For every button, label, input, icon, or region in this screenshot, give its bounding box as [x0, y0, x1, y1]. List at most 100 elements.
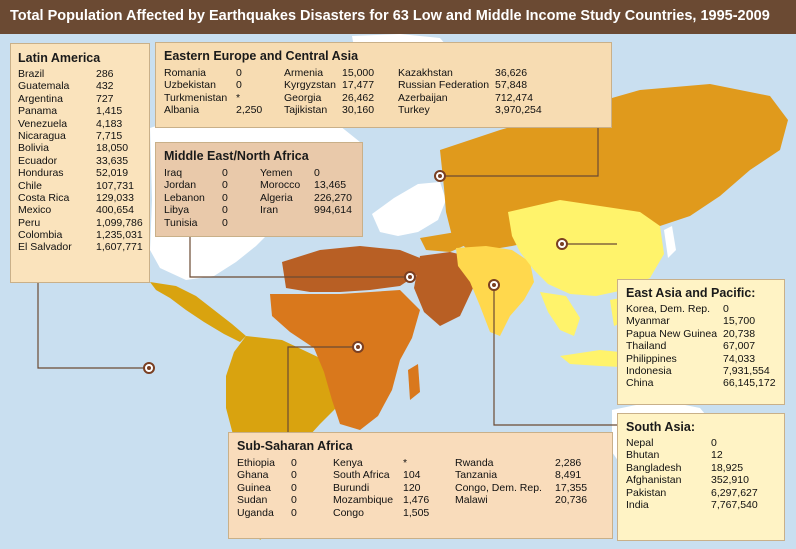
- country-name: Costa Rica: [18, 191, 70, 204]
- country-name: Morocco: [260, 179, 301, 192]
- country-row: Nicaragua 7,715: [18, 130, 149, 142]
- country-name: Sudan: [237, 494, 268, 507]
- country-row: Uganda 0: [237, 507, 297, 519]
- country-name: Jordan: [164, 179, 197, 192]
- country-name: Tunisia: [164, 216, 198, 229]
- affected-value: 36,626: [495, 67, 528, 79]
- country-row: Venezuela 4,183: [18, 118, 149, 130]
- country-row: China 66,145,172: [626, 377, 784, 389]
- country-row: Morocco 13,465: [260, 179, 352, 191]
- north-africa-region: [282, 246, 420, 292]
- affected-value: 4,183: [96, 117, 123, 130]
- country-name: Philippines: [626, 352, 677, 365]
- southeast-asia-region: [540, 292, 580, 336]
- country-row: Pakistan 6,297,627: [626, 487, 784, 499]
- country-row: Jordan 0: [164, 179, 228, 191]
- affected-value: 286: [96, 68, 114, 80]
- country-name: Kazakhstan: [398, 67, 453, 79]
- affected-value: 120: [403, 481, 421, 494]
- affected-value: 30,160: [342, 104, 375, 117]
- affected-value: 2,250: [236, 104, 263, 117]
- affected-value: 6,297,627: [711, 486, 758, 499]
- country-name: Libya: [164, 204, 190, 217]
- country-name: Guatemala: [18, 80, 70, 93]
- country-name: Venezuela: [18, 117, 68, 130]
- country-name: Iraq: [164, 167, 183, 179]
- leader-line-middle-east: [189, 237, 410, 278]
- country-row: Bolivia 18,050: [18, 142, 149, 154]
- country-name: Mozambique: [333, 494, 394, 507]
- affected-value: 104: [403, 469, 421, 482]
- country-row: Panama 1,415: [18, 105, 149, 117]
- country-row: Korea, Dem. Rep. 0: [626, 303, 784, 315]
- affected-value: *: [403, 457, 408, 469]
- country-row: Tunisia 0: [164, 217, 228, 229]
- country-name: Kyrgyzstan: [284, 79, 336, 92]
- country-name: Brazil: [18, 68, 45, 80]
- sub-saharan-marker: [352, 341, 364, 353]
- affected-value: 1,607,771: [96, 241, 143, 254]
- middle-east-north-africa-box: Middle East/North Africa Iraq 0 Jordan 0 Leb…: [155, 142, 363, 237]
- country-name: Ethiopia: [237, 457, 275, 469]
- leader-line-south-asia: [493, 285, 617, 426]
- country-name: Nepal: [626, 437, 654, 449]
- affected-value: 74,033: [723, 352, 756, 365]
- madagascar-region: [408, 364, 420, 400]
- country-row: Yemen 0: [260, 167, 352, 179]
- country-name: Uganda: [237, 506, 274, 519]
- country-name: Ecuador: [18, 154, 58, 167]
- country-name: Burundi: [333, 481, 370, 494]
- country-row: Thailand 67,007: [626, 340, 784, 352]
- leader-line-eastern-europe: [440, 128, 599, 177]
- region-title: South Asia:: [626, 420, 695, 434]
- country-row: Georgia 26,462: [284, 92, 374, 104]
- country-name: Yemen: [260, 167, 293, 179]
- country-name: Russian Federation: [398, 79, 490, 92]
- affected-value: 0: [291, 506, 297, 519]
- affected-value: 712,474: [495, 91, 533, 104]
- leader-line-latin-america: [37, 282, 150, 369]
- east-asia-rows: Korea, Dem. Rep. 0 Myanmar 15,700 Papua New …: [626, 303, 784, 390]
- affected-value: 0: [236, 79, 242, 92]
- region-title: Latin America: [18, 51, 101, 65]
- affected-value: 33,635: [96, 154, 129, 167]
- country-name: Nicaragua: [18, 129, 66, 142]
- region-title: Eastern Europe and Central Asia: [164, 49, 359, 63]
- country-name: Indonesia: [626, 364, 672, 377]
- country-name: Peru: [18, 216, 41, 229]
- south-asia-rows: Nepal 0 Bhutan 12 Bangladesh 18,925 Afghanista…: [626, 437, 784, 511]
- country-row: Lebanon 0: [164, 192, 228, 204]
- eastern-europe-central-asia-box: Eastern Europe and Central Asia Romania 0…: [155, 42, 612, 128]
- country-name: Bangladesh: [626, 461, 682, 474]
- country-name: Panama: [18, 105, 58, 118]
- country-name: Chile: [18, 179, 42, 192]
- affected-value: 107,731: [96, 179, 134, 192]
- country-name: Kenya: [333, 457, 363, 469]
- country-row: Bhutan 12: [626, 449, 784, 461]
- country-name: Honduras: [18, 167, 64, 180]
- country-row: Turkey 3,970,254: [398, 104, 542, 116]
- country-name: Congo, Dem. Rep.: [455, 481, 542, 494]
- affected-value: 1,099,786: [96, 216, 143, 229]
- country-row: Mexico 400,654: [18, 204, 149, 216]
- country-name: Lebanon: [164, 191, 205, 204]
- affected-value: 0: [291, 481, 297, 494]
- affected-value: 352,910: [711, 474, 749, 487]
- country-name: Turkey: [398, 104, 430, 117]
- country-name: Papua New Guinea: [626, 327, 718, 340]
- ssa-column-2: Kenya * South Africa 104 Burundi 120 Mozambiqu…: [333, 457, 429, 519]
- country-name: Iran: [260, 204, 279, 217]
- country-name: Bolivia: [18, 142, 49, 155]
- country-row: Nepal 0: [626, 437, 784, 449]
- affected-value: 0: [291, 457, 297, 469]
- sub-saharan-africa-region: [270, 290, 420, 430]
- east-asia-pacific-box: East Asia and Pacific: Korea, Dem. Rep. 0…: [617, 279, 785, 405]
- affected-value: 13,465: [314, 179, 347, 192]
- country-name: Uzbekistan: [164, 79, 216, 92]
- affected-value: 129,033: [96, 191, 134, 204]
- country-row: Bangladesh 18,925: [626, 462, 784, 474]
- region-title: Middle East/North Africa: [164, 149, 309, 163]
- affected-value: 67,007: [723, 340, 756, 353]
- affected-value: 2,286: [555, 457, 582, 469]
